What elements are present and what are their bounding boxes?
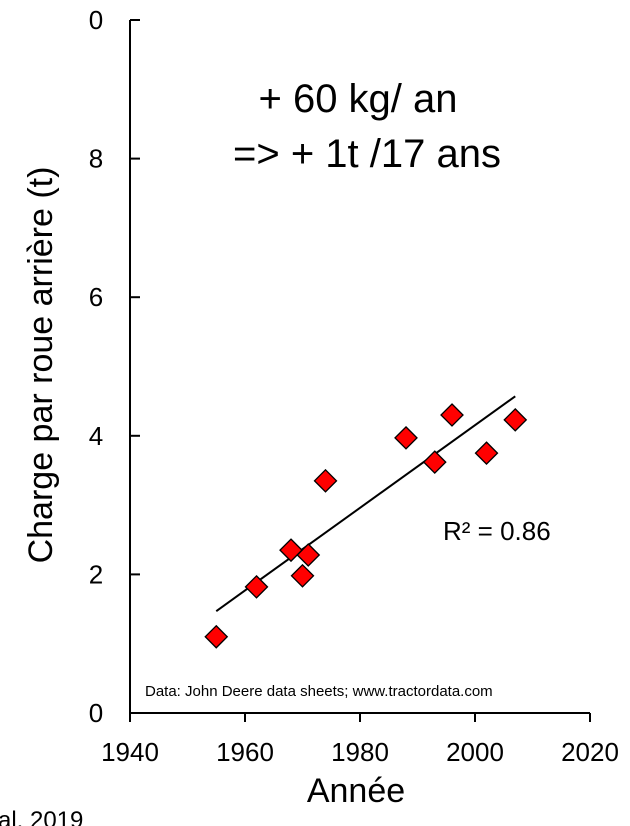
- x-tick-label: 1960: [216, 737, 274, 767]
- x-tick-label: 1940: [101, 737, 159, 767]
- data-point: [440, 403, 464, 427]
- annotation-line2: => + 1t /17 ans: [233, 132, 501, 176]
- data-point: [296, 543, 321, 567]
- y-tick-label: 0: [89, 698, 103, 728]
- data-point: [394, 425, 418, 450]
- x-ticks: 1940 1960 1980 2000 2020: [101, 713, 619, 767]
- data-point: [204, 624, 229, 649]
- data-point: [313, 468, 338, 493]
- trendline: [215, 395, 516, 612]
- source-note: Data: John Deere data sheets; www.tracto…: [145, 683, 493, 700]
- y-tick-label: 4: [89, 421, 103, 451]
- x-tick-label: 2000: [446, 737, 504, 767]
- y-axis-title: Charge par roue arrière (t): [22, 167, 60, 564]
- data-point: [503, 407, 528, 432]
- y-tick-label: 6: [89, 282, 103, 312]
- x-tick-label: 1980: [331, 737, 389, 767]
- data-point: [474, 441, 499, 466]
- data-points: [204, 403, 528, 649]
- x-axis-title: Année: [307, 772, 405, 810]
- y-tick-label: 2: [89, 559, 103, 589]
- y-tick-label: 0: [89, 5, 103, 35]
- x-tick-label: 2020: [561, 737, 619, 767]
- annotation-line1: + 60 kg/ an: [258, 77, 457, 121]
- data-point: [290, 563, 315, 588]
- data-point: [279, 538, 303, 563]
- r2-label: R² = 0.86: [443, 516, 551, 546]
- y-tick-label: 8: [89, 144, 103, 174]
- data-point: [244, 574, 269, 599]
- axes: [129, 20, 590, 714]
- data-point: [422, 450, 447, 475]
- citation: al. 2019: [0, 807, 83, 826]
- y-ticks: 0 2 4 6 8 0: [89, 5, 140, 728]
